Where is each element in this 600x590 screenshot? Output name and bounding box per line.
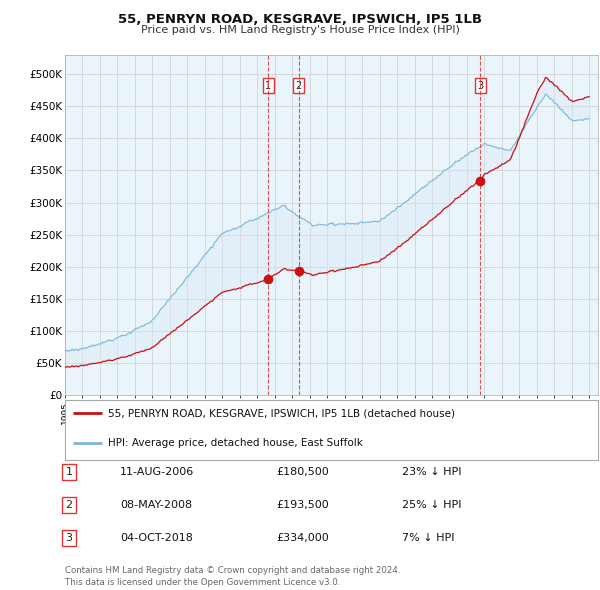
Text: 55, PENRYN ROAD, KESGRAVE, IPSWICH, IP5 1LB: 55, PENRYN ROAD, KESGRAVE, IPSWICH, IP5 … [118,13,482,26]
Text: HPI: Average price, detached house, East Suffolk: HPI: Average price, detached house, East… [107,438,362,448]
Text: £334,000: £334,000 [276,533,329,543]
Text: 11-AUG-2006: 11-AUG-2006 [120,467,194,477]
Text: 2: 2 [296,81,302,91]
Text: 1: 1 [265,81,271,91]
Text: Price paid vs. HM Land Registry's House Price Index (HPI): Price paid vs. HM Land Registry's House … [140,25,460,35]
Text: 08-MAY-2008: 08-MAY-2008 [120,500,192,510]
Text: 1: 1 [65,467,73,477]
Text: £193,500: £193,500 [276,500,329,510]
Text: 25% ↓ HPI: 25% ↓ HPI [402,500,461,510]
Text: 23% ↓ HPI: 23% ↓ HPI [402,467,461,477]
Text: 3: 3 [65,533,73,543]
Text: 55, PENRYN ROAD, KESGRAVE, IPSWICH, IP5 1LB (detached house): 55, PENRYN ROAD, KESGRAVE, IPSWICH, IP5 … [107,408,455,418]
Text: 04-OCT-2018: 04-OCT-2018 [120,533,193,543]
Text: £180,500: £180,500 [276,467,329,477]
Text: 2: 2 [65,500,73,510]
Text: Contains HM Land Registry data © Crown copyright and database right 2024.
This d: Contains HM Land Registry data © Crown c… [65,566,400,587]
Text: 7% ↓ HPI: 7% ↓ HPI [402,533,455,543]
Text: 3: 3 [477,81,483,91]
